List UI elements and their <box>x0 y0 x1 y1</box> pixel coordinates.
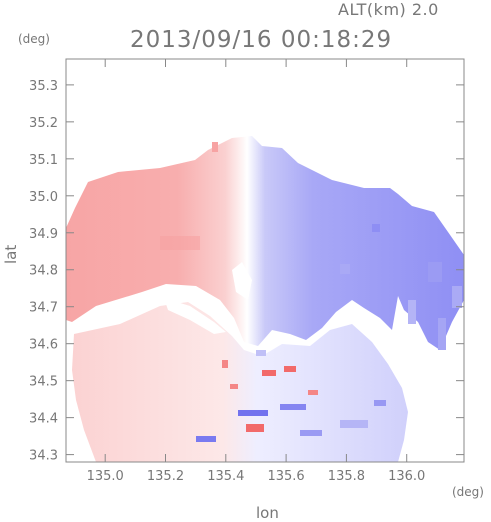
x-tick-label: 135.8 <box>328 469 365 484</box>
x-tick-label: 135.2 <box>147 469 184 484</box>
echo-speckles <box>160 142 462 442</box>
y-axis-unit: (deg) <box>18 32 50 46</box>
y-tick-label: 34.7 <box>29 301 58 316</box>
y-tick-label: 34.5 <box>29 375 58 390</box>
y-tick-label: 34.4 <box>29 412 58 427</box>
x-tick-label: 135.6 <box>267 469 304 484</box>
x-axis-label: lon <box>256 504 279 522</box>
velocity-field <box>66 136 464 462</box>
echo-region-north <box>66 136 464 350</box>
x-axis-unit: (deg) <box>452 485 484 499</box>
x-tick-label: 136.0 <box>388 469 425 484</box>
y-tick-label: 35.1 <box>29 153 58 168</box>
y-tick-label: 35.2 <box>29 116 58 131</box>
y-tick-label: 34.6 <box>29 338 58 353</box>
altitude-label: ALT(km) 2.0 <box>338 0 439 19</box>
y-tick-label: 34.3 <box>29 449 58 464</box>
y-tick-label: 35.0 <box>29 190 58 205</box>
x-tick-label: 135.4 <box>207 469 244 484</box>
echo-region-south <box>72 302 408 462</box>
x-axis: 135.0 135.2 135.4 135.6 135.8 136.0 <box>87 59 425 484</box>
y-tick-label: 34.9 <box>29 227 58 242</box>
y-tick-label: 35.3 <box>29 79 58 94</box>
timestamp-title: 2013/09/16 00:18:29 <box>130 27 393 53</box>
y-tick-label: 34.8 <box>29 264 58 279</box>
x-tick-label: 135.0 <box>87 469 124 484</box>
y-axis: 34.3 34.4 34.5 34.6 34.7 34.8 34.9 35.0 35.1 35.2… <box>29 79 464 464</box>
plot-frame <box>65 58 465 463</box>
